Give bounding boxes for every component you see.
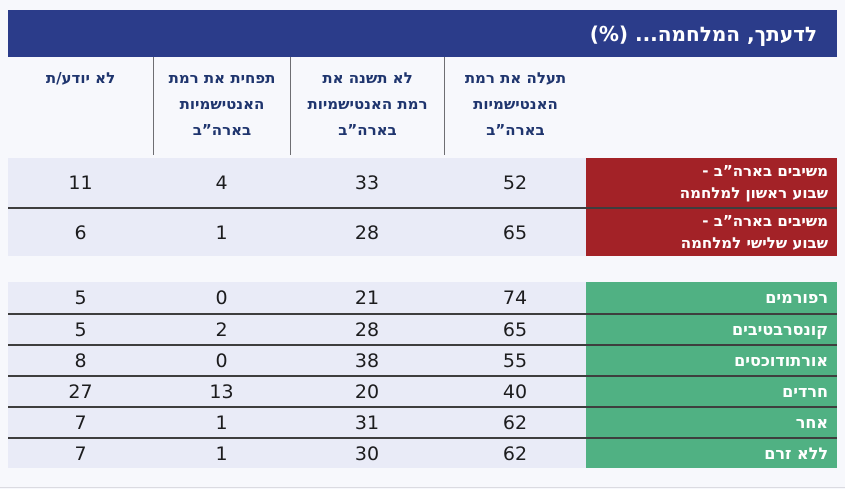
value-cell: 5 — [8, 282, 153, 313]
table-row: אורתודוכסים 55 38 0 8 — [8, 344, 837, 375]
row-label-us-week1: משיבים בארה”ב - שבוע ראשון למלחמה — [586, 158, 837, 207]
value-cell: 52 — [444, 158, 586, 207]
value-cell: 65 — [444, 315, 586, 344]
value-cell: 28 — [290, 209, 444, 256]
value-cell: 55 — [444, 346, 586, 375]
value-cell: 1 — [153, 439, 290, 468]
denominations-section: רפורמים 74 21 0 5 קונסרבטיבים 65 28 2 5 … — [8, 282, 837, 468]
table-row: אחר 62 31 1 7 — [8, 406, 837, 437]
value-cell: 2 — [153, 315, 290, 344]
column-header-no-change: לא תשנה את רמת האנטישמיות בארה”ב — [290, 57, 444, 155]
row-label-haredi: חרדים — [586, 377, 837, 406]
us-respondents-section: משיבים בארה”ב - שבוע ראשון למלחמה 52 33 … — [8, 158, 837, 256]
value-cell: 30 — [290, 439, 444, 468]
value-cell: 7 — [8, 439, 153, 468]
table-row: משיבים בארה”ב - שבוע ראשון למלחמה 52 33 … — [8, 158, 837, 207]
column-header-dont-know: לא יודע/ת — [45, 69, 116, 87]
page-bottom-rule — [0, 487, 845, 488]
row-label-orthodox: אורתודוכסים — [586, 346, 837, 375]
row-label-reform: רפורמים — [586, 282, 837, 313]
table-title-bar: לדעתך, המלחמה... (%) — [8, 10, 837, 57]
row-label-other: אחר — [586, 408, 837, 437]
value-cell: 0 — [153, 282, 290, 313]
section-spacer — [8, 256, 837, 282]
table-row: קונסרבטיבים 65 28 2 5 — [8, 313, 837, 344]
value-cell: 28 — [290, 315, 444, 344]
value-cell: 4 — [153, 158, 290, 207]
value-cell: 62 — [444, 439, 586, 468]
column-header-row: תעלה את רמת האנטישמיות בארה”ב לא תשנה את… — [8, 57, 837, 155]
value-cell: 31 — [290, 408, 444, 437]
table-title: לדעתך, המלחמה... (%) — [589, 21, 817, 46]
value-cell: 27 — [8, 377, 153, 406]
table-row: רפורמים 74 21 0 5 — [8, 282, 837, 313]
row-label-us-week3: משיבים בארה”ב - שבוע שלישי למלחמה — [586, 209, 837, 256]
table-row: ללא זרם 62 30 1 7 — [8, 437, 837, 468]
value-cell: 40 — [444, 377, 586, 406]
value-cell: 74 — [444, 282, 586, 313]
value-cell: 1 — [153, 408, 290, 437]
value-cell: 1 — [153, 209, 290, 256]
survey-table: לדעתך, המלחמה... (%) תעלה את רמת האנטישמ… — [8, 10, 837, 468]
column-header-decrease: תפחית את רמת האנטישמיות בארה”ב — [153, 57, 290, 155]
value-cell: 0 — [153, 346, 290, 375]
value-cell: 7 — [8, 408, 153, 437]
row-label-conservative: קונסרבטיבים — [586, 315, 837, 344]
value-cell: 20 — [290, 377, 444, 406]
value-cell: 5 — [8, 315, 153, 344]
table-row: חרדים 40 20 13 27 — [8, 375, 837, 406]
value-cell: 65 — [444, 209, 586, 256]
value-cell: 13 — [153, 377, 290, 406]
value-cell: 6 — [8, 209, 153, 256]
table-row: משיבים בארה”ב - שבוע שלישי למלחמה 65 28 … — [8, 207, 837, 256]
label-column-spacer — [586, 57, 837, 155]
value-cell: 38 — [290, 346, 444, 375]
row-label-no-stream: ללא זרם — [586, 439, 837, 468]
value-cell: 33 — [290, 158, 444, 207]
value-cell: 11 — [8, 158, 153, 207]
value-cell: 8 — [8, 346, 153, 375]
value-cell: 62 — [444, 408, 586, 437]
column-header-increase: תעלה את רמת האנטישמיות בארה”ב — [444, 57, 586, 155]
value-cell: 21 — [290, 282, 444, 313]
